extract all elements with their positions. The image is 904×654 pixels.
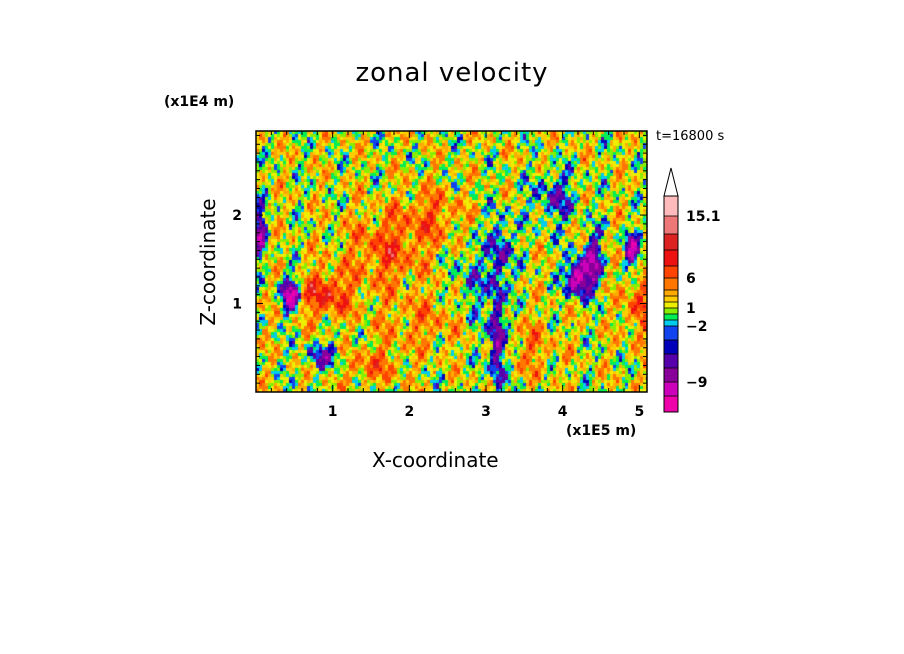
x-tick-label: 5 — [634, 404, 644, 420]
colorbar-swatch — [664, 314, 678, 320]
colorbar-extend-arrow — [663, 167, 679, 197]
colorbar-swatch — [664, 354, 678, 368]
y-tick-label: 1 — [232, 297, 242, 313]
heatmap-image — [256, 131, 647, 392]
colorbar-swatch — [664, 326, 678, 340]
colorbar-tick-label: −9 — [686, 375, 707, 391]
y-tick-label: 2 — [232, 208, 242, 224]
axis-tick-labels: 1 2 3 4 5 1 2 — [232, 208, 644, 420]
colorbar-tick-label: 1 — [686, 301, 696, 317]
time-label: t=16800 s — [656, 129, 725, 144]
x-axis-unit: (x1E5 m) — [566, 423, 637, 439]
chart-title: zonal velocity — [355, 58, 549, 88]
colorbar-swatch — [664, 296, 678, 302]
x-tick-label: 1 — [328, 404, 338, 420]
y-axis-label: Z-coordinate — [196, 198, 220, 326]
colorbar-swatch — [664, 290, 678, 296]
colorbar-swatch — [664, 382, 678, 396]
colorbar-swatch — [664, 278, 678, 290]
colorbar-swatch — [664, 396, 678, 412]
colorbar-swatch — [664, 340, 678, 354]
colorbar-tick-label: −2 — [686, 319, 707, 335]
x-tick-label: 3 — [481, 404, 491, 420]
colorbar-tick-label: 15.1 — [686, 209, 721, 225]
colorbar-swatch — [664, 196, 678, 216]
colorbar-swatch — [664, 250, 678, 266]
x-axis-label: X-coordinate — [372, 448, 499, 472]
plot-frame — [255, 130, 648, 393]
colorbar-swatch — [664, 320, 678, 326]
colorbar-swatch — [664, 368, 678, 382]
colorbar-swatch — [664, 216, 678, 234]
colorbar-swatch — [664, 308, 678, 314]
velocity-field — [256, 131, 647, 392]
colorbar-tick-label: 6 — [686, 271, 696, 287]
colorbar: 15.1 6 1 −2 −9 — [663, 167, 721, 413]
colorbar-swatch — [664, 234, 678, 250]
y-axis-unit: (x1E4 m) — [164, 94, 235, 110]
axis-ticks — [256, 131, 647, 392]
x-tick-label: 4 — [558, 404, 568, 420]
colorbar-swatch — [664, 266, 678, 278]
colorbar-swatch — [664, 302, 678, 308]
x-tick-label: 2 — [404, 404, 414, 420]
